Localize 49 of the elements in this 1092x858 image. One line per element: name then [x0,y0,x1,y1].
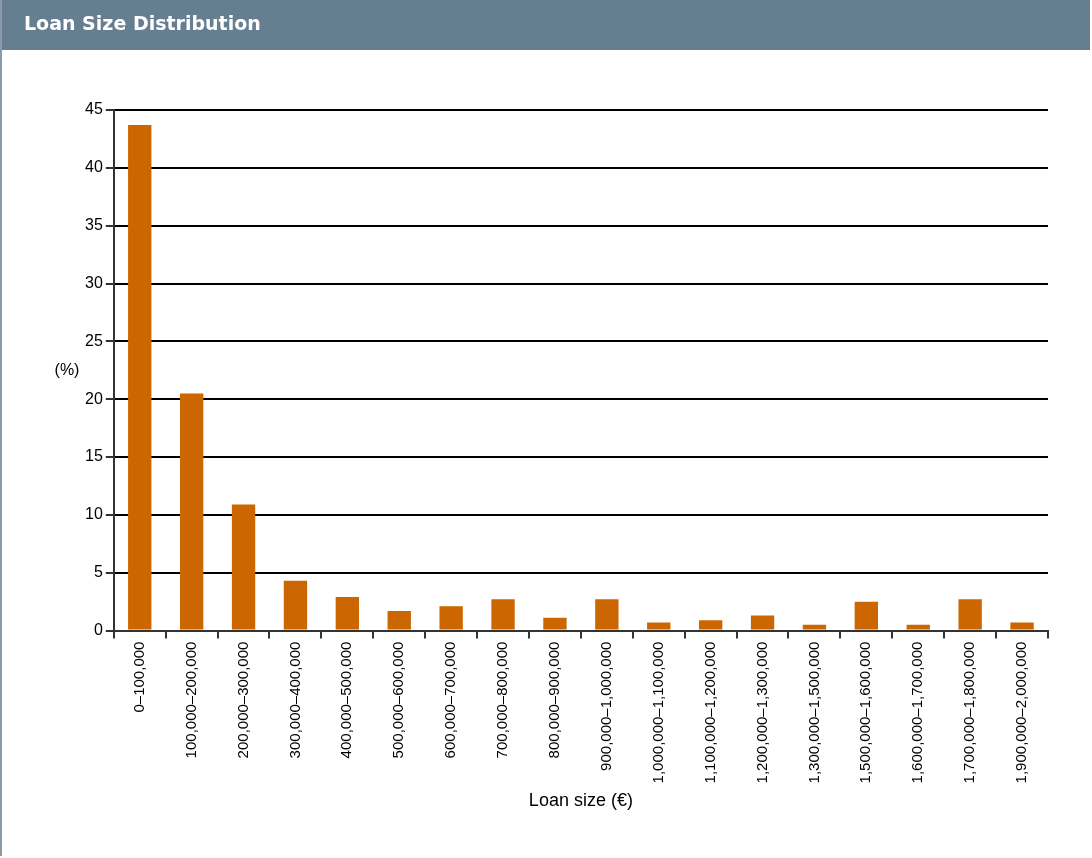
x-tick-label: 1,000,000–1,100,000 [648,641,666,784]
bar [543,617,567,630]
y-tick-label: 15 [85,447,103,465]
x-tick-label: 1,300,000–1,500,000 [804,641,822,784]
x-tick-label: 500,000–600,000 [389,641,407,759]
bar [698,620,723,630]
bar [439,606,463,630]
x-tick-label: 200,000–300,000 [233,641,251,759]
bar [854,601,879,630]
x-tick-label: 1,700,000–1,800,000 [960,641,978,784]
bar [595,599,619,630]
bar [335,597,360,630]
bar [802,624,827,630]
bar [283,580,308,630]
y-tick-label: 30 [85,273,103,291]
x-tick-label: 1,500,000–1,600,000 [856,641,874,784]
x-tick-label: 700,000–800,000 [493,641,511,759]
bar [231,504,256,630]
y-tick-label: 20 [85,389,103,407]
y-tick-label: 10 [85,505,103,523]
x-tick-label: 1,200,000–1,300,000 [752,641,770,784]
x-tick-label: 400,000–500,000 [337,641,355,759]
bar [387,610,411,630]
y-tick-label: 25 [85,331,103,349]
bar [179,393,204,630]
x-tick-label: 1,100,000–1,200,000 [700,641,718,784]
x-tick-label: 300,000–400,000 [285,641,303,759]
y-tick-label: 45 [85,100,103,118]
x-tick-label: 1,900,000–2,000,000 [1012,641,1030,784]
x-tick-label: 900,000–1,000,000 [596,641,614,771]
bar [906,624,930,630]
x-tick-label: 100,000–200,000 [181,641,199,759]
y-axis-title: (%) [54,360,80,378]
x-tick-label: 800,000–900,000 [545,641,563,759]
y-tick-label: 0 [93,621,103,638]
bar [128,125,152,630]
x-tick-label: 1,600,000–1,700,000 [908,641,926,784]
y-tick-label: 5 [93,563,103,581]
bar [491,599,515,630]
x-tick-label: 0–100,000 [129,641,147,713]
bar [958,599,982,630]
chart-title: Loan Size Distribution [2,0,1090,50]
bar [750,615,775,630]
x-axis-title: Loan size (€) [528,790,633,811]
y-tick-label: 40 [85,158,103,176]
y-tick-label: 35 [85,216,103,234]
bar [647,622,671,630]
bar [1010,622,1034,630]
x-tick-label: 600,000–700,000 [441,641,459,759]
